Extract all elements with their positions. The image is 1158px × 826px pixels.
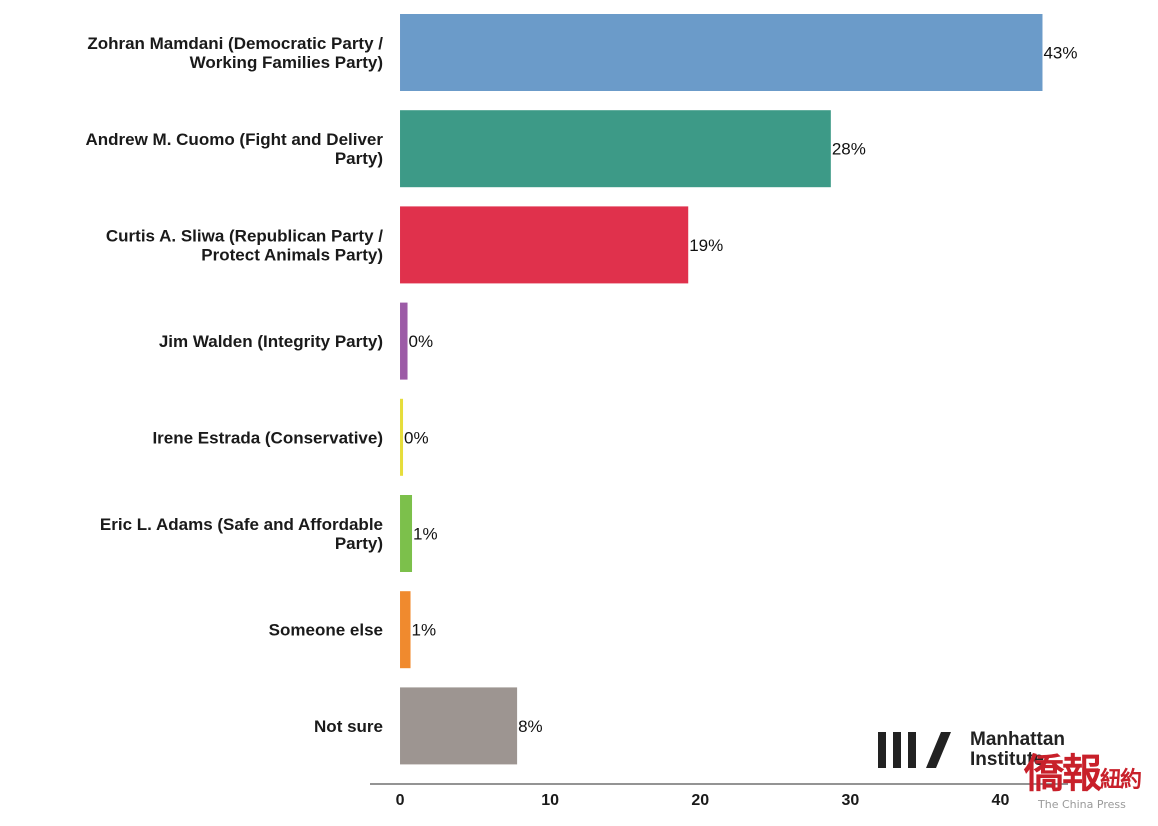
manhattan-institute-logo: Manhattan Institute xyxy=(876,728,1096,772)
category-label-0-line-1: Working Families Party) xyxy=(190,53,383,72)
category-label-3-line-0: Jim Walden (Integrity Party) xyxy=(159,332,383,351)
value-label-4: 0% xyxy=(404,428,429,447)
category-label-1-line-0: Andrew M. Cuomo (Fight and Deliver xyxy=(85,130,383,149)
value-label-2: 19% xyxy=(689,236,723,255)
value-label-1: 28% xyxy=(832,140,866,159)
logo-line-1: Manhattan xyxy=(970,729,1065,750)
category-label-2-line-1: Protect Animals Party) xyxy=(201,245,383,264)
value-label-6: 1% xyxy=(412,621,437,640)
x-tick-label-0: 0 xyxy=(396,792,405,809)
category-label-5-line-1: Party) xyxy=(335,534,383,553)
bar-1 xyxy=(400,110,831,188)
bar-2 xyxy=(400,206,689,284)
bar-7 xyxy=(400,687,518,765)
category-label-5-line-0: Eric L. Adams (Safe and Affordable xyxy=(100,515,383,534)
bar-3 xyxy=(400,302,408,380)
category-label-1-line-1: Party) xyxy=(335,149,383,168)
value-label-5: 1% xyxy=(413,525,438,544)
category-label-7-line-0: Not sure xyxy=(314,717,383,736)
watermark-chinese-title: 僑報 xyxy=(1024,750,1102,797)
value-label-7: 8% xyxy=(518,717,543,736)
china-press-watermark: 僑報紐約 The China Press xyxy=(1022,752,1150,818)
bar-4 xyxy=(400,398,404,476)
x-tick-label-3: 30 xyxy=(841,792,859,809)
logo-bars-icon xyxy=(878,732,951,768)
x-tick-label-2: 20 xyxy=(691,792,709,809)
value-label-3: 0% xyxy=(409,332,434,351)
category-label-0-line-0: Zohran Mamdani (Democratic Party / xyxy=(87,34,383,53)
category-label-6-line-0: Someone else xyxy=(269,621,383,640)
x-tick-label-4: 40 xyxy=(992,792,1010,809)
bar-5 xyxy=(400,495,413,572)
watermark-chinese-subtitle: 紐約 xyxy=(1100,767,1142,793)
value-label-0: 43% xyxy=(1043,44,1077,63)
bar-0 xyxy=(400,14,1043,91)
bar-6 xyxy=(400,591,411,669)
x-tick-label-1: 10 xyxy=(541,792,559,809)
category-label-4-line-0: Irene Estrada (Conservative) xyxy=(152,428,383,447)
category-label-2-line-0: Curtis A. Sliwa (Republican Party / xyxy=(106,226,383,245)
watermark-english: The China Press xyxy=(1038,798,1126,811)
logo-line-2: Institute xyxy=(970,749,1044,770)
